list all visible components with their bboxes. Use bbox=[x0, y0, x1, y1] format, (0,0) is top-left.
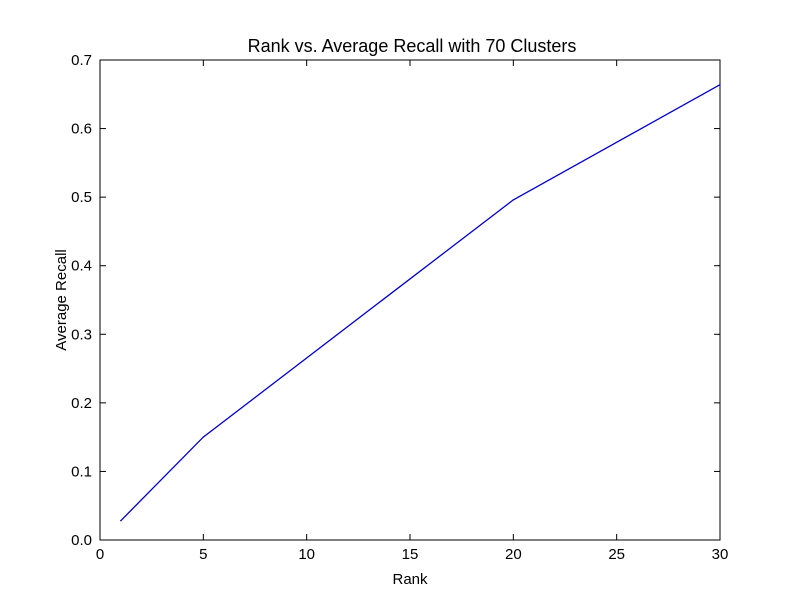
y-tick-label: 0.3 bbox=[71, 326, 92, 343]
y-tick-label: 0.0 bbox=[71, 532, 92, 549]
x-tick-label: 15 bbox=[402, 546, 419, 563]
x-tick-label: 10 bbox=[298, 546, 315, 563]
y-axis: 0.0 0.1 0.2 0.3 0.4 0.5 0.6 0.7 bbox=[71, 52, 720, 549]
y-tick-label: 0.1 bbox=[71, 463, 92, 480]
y-tick-label: 0.6 bbox=[71, 121, 92, 138]
data-point bbox=[120, 520, 122, 522]
y-axis-title: Average Recall bbox=[53, 249, 70, 350]
x-axis-title: Rank bbox=[392, 571, 428, 588]
x-axis: 0 5 10 15 20 25 30 bbox=[96, 60, 729, 563]
x-tick-label: 0 bbox=[96, 546, 104, 563]
data-point bbox=[202, 436, 204, 438]
series-line-0 bbox=[120, 84, 721, 522]
y-tick-label: 0.4 bbox=[71, 258, 92, 275]
data-point bbox=[512, 199, 514, 201]
chart-title: Rank vs. Average Recall with 70 Clusters bbox=[248, 36, 577, 56]
y-tick-label: 0.7 bbox=[71, 52, 92, 69]
series-layer bbox=[120, 84, 721, 522]
x-tick-label: 5 bbox=[199, 546, 207, 563]
x-tick-label: 20 bbox=[505, 546, 522, 563]
y-tick-label: 0.2 bbox=[71, 395, 92, 412]
x-tick-label: 30 bbox=[712, 546, 729, 563]
plot-area bbox=[99, 59, 721, 541]
y-tick-label: 0.5 bbox=[71, 189, 92, 206]
x-tick-label: 25 bbox=[608, 546, 625, 563]
data-point bbox=[719, 84, 721, 86]
